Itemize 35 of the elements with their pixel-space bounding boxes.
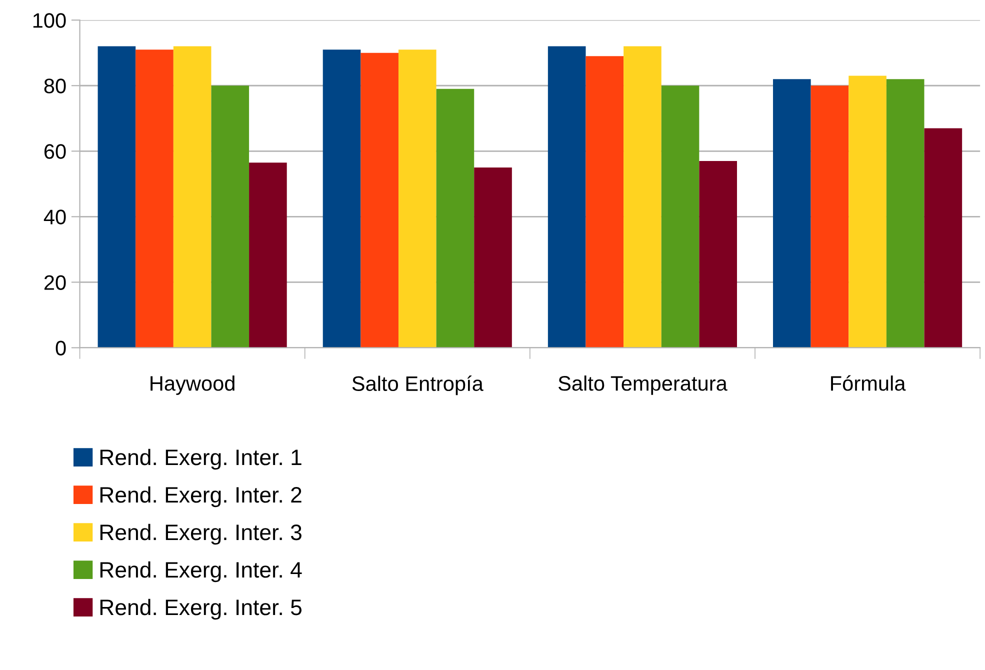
bar	[136, 50, 174, 348]
bar	[398, 50, 436, 348]
y-tick-label: 80	[44, 78, 66, 94]
x-tick-label: Salto Entropía	[352, 376, 484, 396]
bar	[886, 79, 924, 348]
legend-label: Rend. Exerg. Inter. 1	[100, 448, 302, 470]
x-tick-label: Haywood	[150, 376, 234, 395]
bar	[98, 46, 136, 348]
legend-label: Rend. Exerg. Inter. 3	[100, 524, 302, 545]
bar	[624, 46, 662, 348]
bar	[211, 86, 250, 348]
legend-label: Rend. Exerg. Inter. 2	[100, 486, 302, 508]
legend-label: Rend. Exerg. Inter. 5	[100, 598, 302, 620]
y-tick-label: 60	[44, 144, 66, 159]
bar	[586, 56, 624, 348]
bar	[322, 50, 361, 348]
y-tick-label: 100	[33, 13, 66, 28]
bar	[661, 86, 700, 348]
bar	[848, 76, 886, 348]
bar	[924, 128, 962, 348]
bar	[810, 86, 849, 348]
bar	[773, 79, 811, 348]
bar	[173, 46, 212, 348]
x-tick-label: Fórmula	[831, 375, 906, 391]
x-tick-label: Salto Temperatura	[558, 376, 728, 395]
bar	[436, 88, 474, 348]
y-tick-label: 40	[44, 210, 66, 224]
legend-label: Rend. Exerg. Inter. 4	[100, 561, 302, 582]
bar	[360, 52, 398, 348]
bar	[548, 46, 586, 348]
y-tick-label: 20	[44, 275, 66, 290]
bar	[249, 162, 287, 348]
bar	[474, 168, 512, 348]
bar	[699, 160, 737, 348]
y-tick-label: 0	[56, 340, 66, 356]
